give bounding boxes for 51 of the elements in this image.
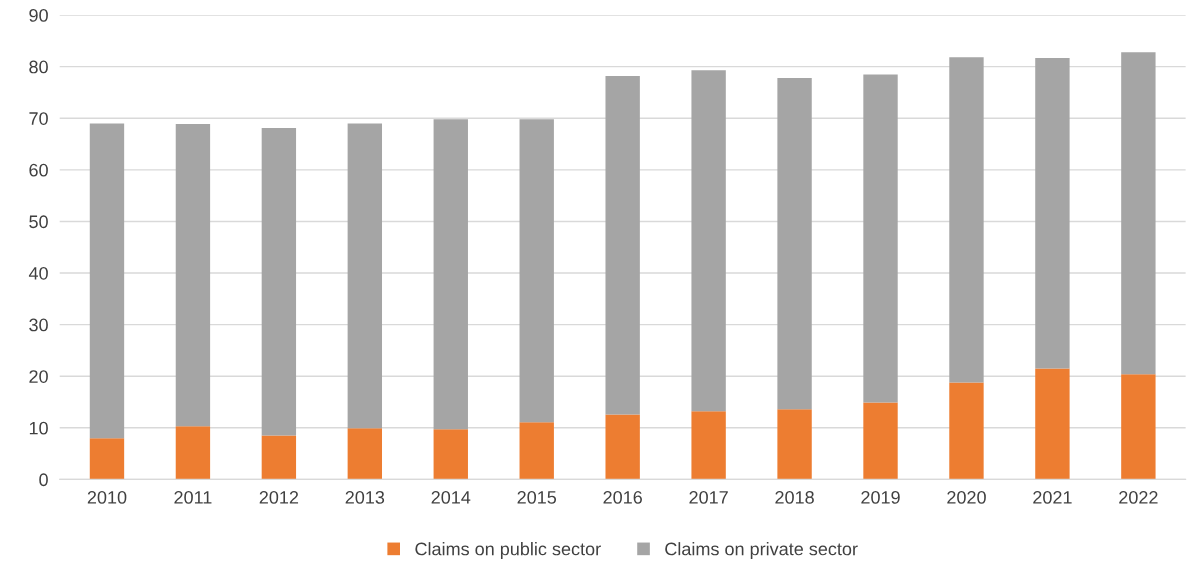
bar — [261, 128, 297, 436]
y-tick-label: 10 — [29, 421, 48, 435]
x-tick-label: 2022 — [1119, 491, 1158, 504]
x-tick-label: 2011 — [174, 491, 212, 504]
bar — [1035, 57, 1070, 369]
bar — [863, 74, 898, 403]
y-tick-label: 20 — [29, 370, 48, 383]
y-tick-label: 50 — [29, 215, 48, 229]
bar — [1121, 374, 1156, 480]
x-tick-label: 2015 — [517, 491, 557, 504]
bar — [863, 402, 898, 480]
bar — [1121, 52, 1156, 375]
bar — [175, 426, 211, 480]
bar — [949, 57, 984, 383]
bar — [605, 414, 640, 480]
bar — [519, 422, 554, 480]
bar — [1035, 368, 1070, 480]
bar — [347, 123, 383, 429]
x-tick-label: 2018 — [775, 491, 814, 504]
legend-label: Claims on public sector — [415, 542, 601, 559]
y-tick-label: 0 — [39, 473, 48, 487]
x-tick-label: 2014 — [431, 491, 471, 504]
bar — [261, 435, 297, 480]
legend-label: Claims on private sector — [665, 542, 858, 559]
x-tick-label: 2010 — [87, 491, 127, 504]
bar — [949, 382, 984, 480]
bar — [777, 78, 812, 410]
bar — [777, 409, 812, 480]
x-tick-label: 2019 — [861, 491, 900, 504]
bar — [347, 428, 383, 480]
y-tick-label: 80 — [29, 60, 48, 74]
y-tick-label: 90 — [29, 8, 48, 22]
bar — [691, 411, 726, 480]
bar — [519, 119, 554, 423]
bar — [433, 429, 468, 480]
x-tick-label: 2016 — [603, 491, 642, 504]
x-tick-label: 2017 — [689, 491, 728, 504]
bar — [691, 70, 726, 412]
x-tick-label: 2020 — [947, 491, 986, 504]
bar — [605, 75, 640, 415]
bar — [433, 119, 468, 430]
x-tick-label: 2013 — [345, 491, 385, 504]
bar — [89, 123, 125, 439]
x-tick-label: 2012 — [259, 491, 299, 504]
y-tick-label: 60 — [29, 163, 48, 177]
y-tick-label: 30 — [29, 318, 48, 332]
bar — [89, 438, 125, 480]
x-tick-label: 2021 — [1033, 491, 1072, 504]
y-tick-label: 40 — [28, 266, 48, 280]
bar — [175, 123, 211, 427]
y-tick-label: 70 — [29, 112, 48, 125]
